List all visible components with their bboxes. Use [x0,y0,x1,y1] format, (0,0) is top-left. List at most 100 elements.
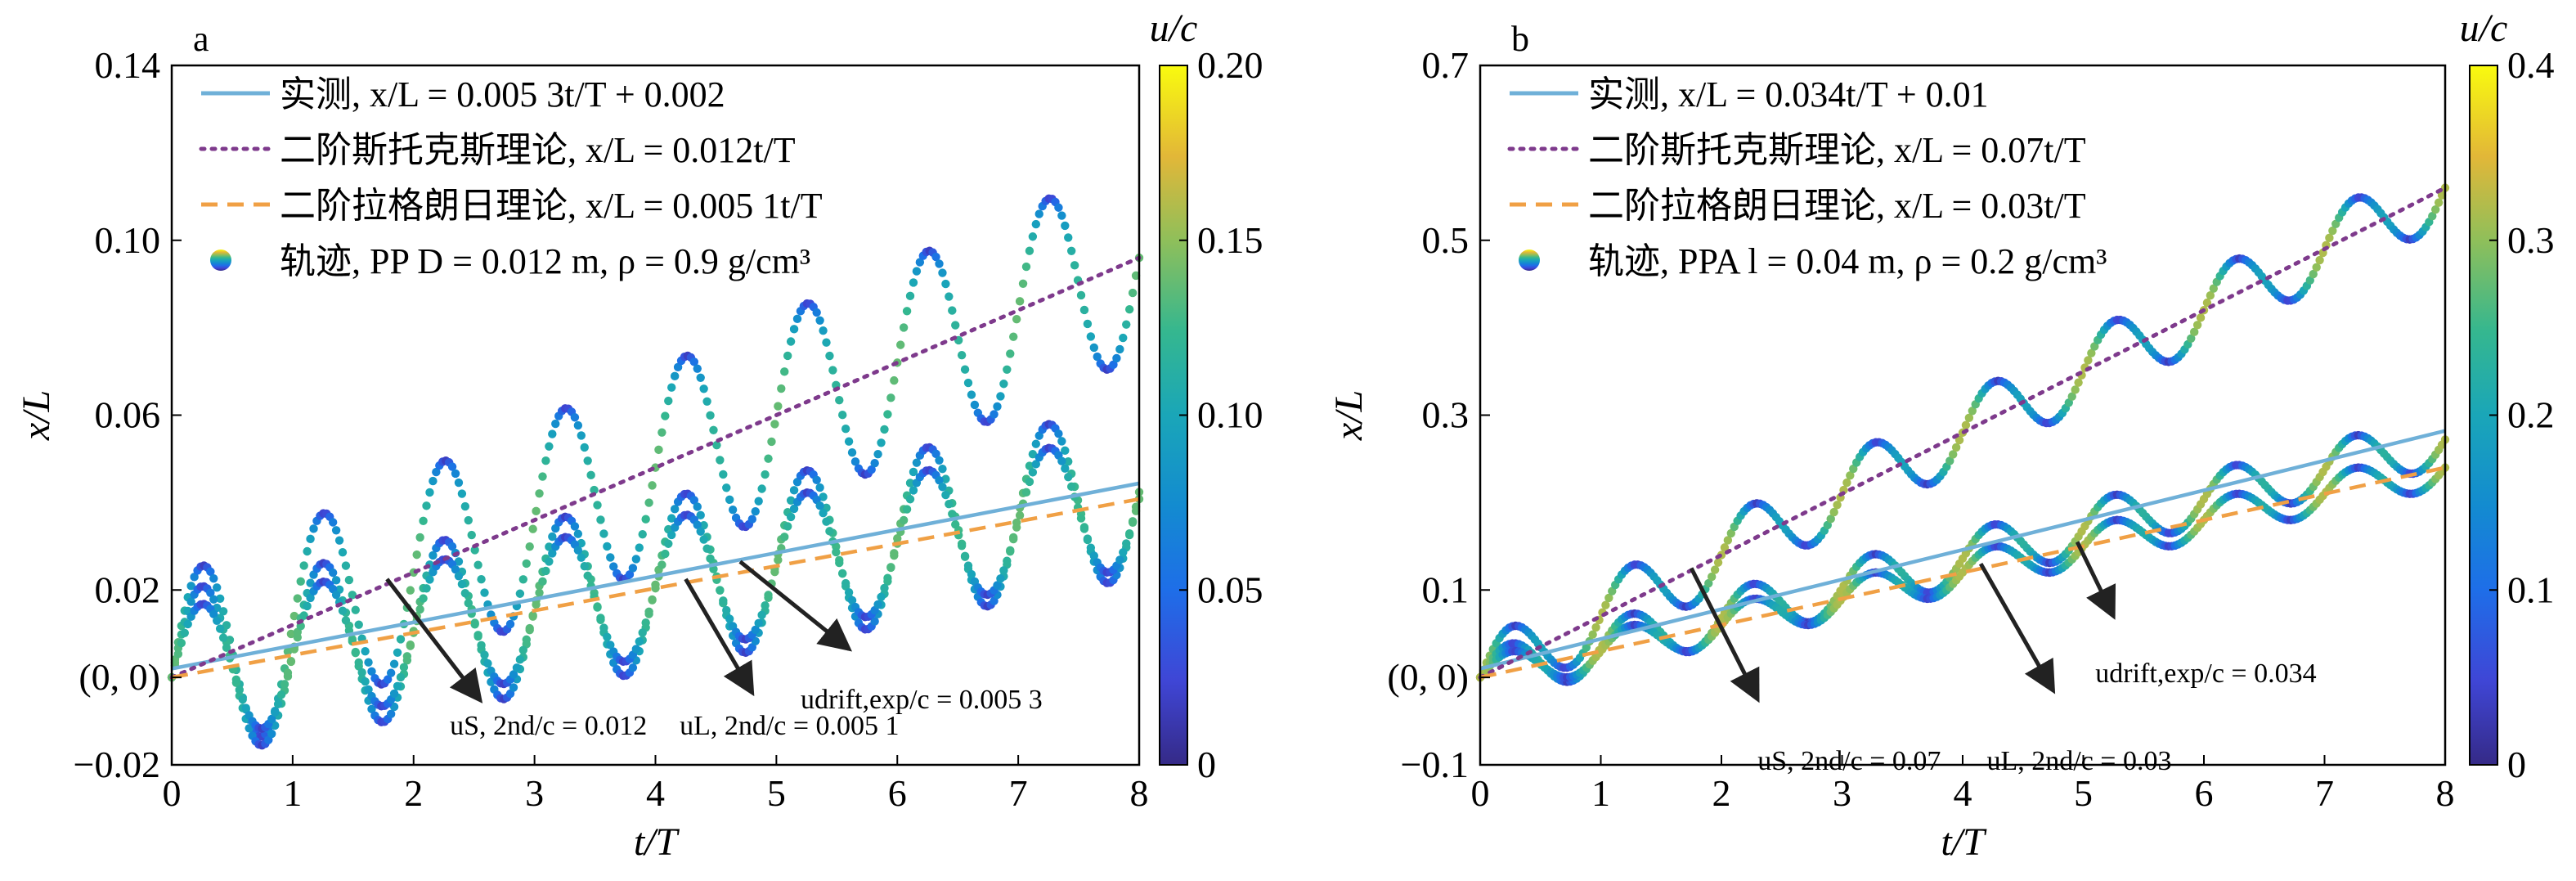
trajectory-point [1122,320,1131,329]
trajectory-point [525,623,534,633]
trajectory-point [483,659,492,668]
trajectory-point [963,378,973,388]
trajectory-point [351,647,360,657]
trajectory-point [951,519,960,529]
trajectory-point [270,708,280,717]
trajectory-point [1076,290,1086,300]
trajectory-point [309,524,318,533]
colorbar-label: u/c [1150,7,1198,50]
trajectory-point [873,600,882,609]
y-axis-label: x/L [15,390,58,441]
trajectory-point [1054,429,1063,438]
trajectory-point [1826,515,1835,524]
trajectory-point [1968,407,1977,416]
trajectory-point [838,410,847,420]
trajectory-point [696,510,705,520]
trajectory-point [644,607,653,617]
trajectory-point [693,502,702,511]
trajectory-point [306,578,315,587]
trajectory-point [451,564,460,574]
trajectory-point [819,326,828,335]
trajectory-point [599,529,608,538]
trajectory-point [709,425,718,434]
colorbar-tick-label: 0.15 [1197,219,1263,261]
colorbar-tick-label: 0.1 [2507,569,2555,610]
trajectory-point [283,647,293,656]
trajectory-point [367,704,376,714]
trajectory-point [664,396,673,406]
trajectory-point [209,595,218,604]
trajectory-point [905,495,915,504]
trajectory-point [706,411,715,420]
trajectory-point [1086,543,1096,552]
trajectory-point [603,632,612,641]
trajectory-point [1064,472,1073,482]
trajectory-point [218,607,228,616]
colorbar-tick-label: 0 [2507,744,2526,785]
trajectory-point [667,514,676,523]
y-tick-label: −0.1 [1401,744,1469,785]
trajectory-point [951,321,960,330]
trajectory-point [2192,321,2202,330]
trajectory-point [2325,233,2334,243]
trajectory-point [1064,233,1073,242]
trajectory-point [429,476,438,486]
trajectory-point [609,562,618,571]
trajectory-point [1089,343,1098,353]
trajectory-point [1066,246,1076,255]
trajectory-point [1006,546,1015,555]
trajectory-point [1031,439,1041,448]
trajectory-point [819,508,828,518]
trajectory-point [1119,333,1128,343]
trajectory-point [306,593,315,603]
trajectory-point [2434,198,2444,207]
trajectory-point [2087,348,2096,357]
trajectory-point [657,560,666,569]
trajectory-point [532,506,541,516]
trajectory-point [460,588,470,598]
trajectory-point [1704,578,1713,588]
trajectory-point [590,485,599,495]
trajectory-point [767,437,776,447]
trajectory-point [877,438,886,447]
x-tick-label: 3 [525,772,544,814]
trajectory-point [548,429,557,438]
trajectory-point [1015,297,1025,306]
legend-entry-text: 二阶斯托克斯理论, x/L = 0.07t/T [1588,130,2086,170]
trajectory-point [213,583,222,592]
trajectory-point [725,614,734,623]
trajectory-point [654,445,663,455]
trajectory-point [689,357,699,366]
trajectory-point [412,550,421,560]
trajectory-point [783,351,792,361]
trajectory-point [786,496,796,505]
trajectory-point [361,677,370,686]
trajectory-point [638,628,647,637]
trajectory-point [909,467,918,477]
trajectory-point [938,268,947,277]
trajectory-point [206,567,215,577]
trajectory-point [883,573,892,582]
trajectory-point [548,549,557,558]
trajectory-point [667,530,676,540]
trajectory-point [1015,510,1025,520]
trajectory-point [815,316,824,325]
trajectory-point [583,456,592,465]
trajectory-point [583,571,592,581]
trajectory-point [1601,600,1610,609]
trajectory-point [364,685,373,694]
trajectory-point [702,397,711,407]
trajectory-point [963,561,973,570]
trajectory-point [2428,211,2437,221]
trajectory-point [367,667,376,676]
trajectory-point [296,577,305,587]
trajectory-point [886,563,895,572]
trajectory-point [457,579,467,589]
trajectory-point [789,325,799,334]
trajectory-point [341,561,351,570]
trajectory-point [780,533,789,542]
trajectory-point [535,489,544,498]
trajectory-point [2084,356,2093,365]
trajectory-point [577,553,586,562]
trajectory-point [886,393,895,402]
